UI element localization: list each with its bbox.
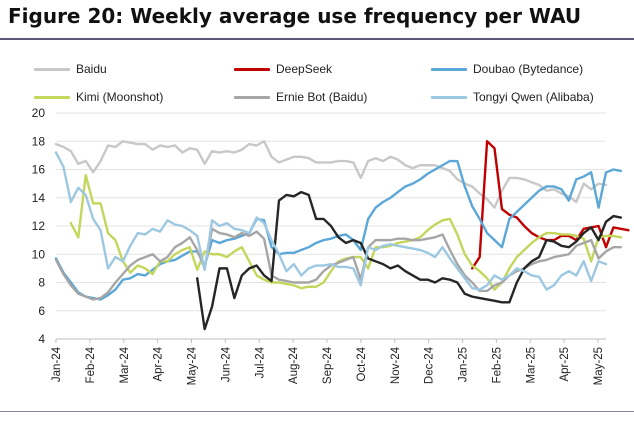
legend-label-baidu: Baidu <box>76 62 107 76</box>
series-line-baidu-0 <box>54 140 608 209</box>
legend-swatch-baidu <box>34 67 70 71</box>
x-tick-label: Aug-24 <box>288 346 300 384</box>
x-tick-label: Dec-24 <box>424 346 436 384</box>
x-tick-label: May-24 <box>187 346 199 385</box>
legend-label-deepseek: DeepSeek <box>276 62 333 76</box>
legend-label-tongyi: Tongyi Qwen (Alibaba) <box>473 90 594 104</box>
x-tick-label: Jul-24 <box>254 346 266 378</box>
x-tick-label: May-25 <box>593 347 605 385</box>
legend-label-doubao: Doubao (Bytedance) <box>473 62 584 76</box>
y-tick-label: 18 <box>32 134 46 148</box>
legend-swatch-ernie <box>234 95 270 99</box>
legend-swatch-deepseek <box>234 67 270 71</box>
x-tick-label: Feb-25 <box>491 347 503 383</box>
series-line-doubao-bytedance--2 <box>54 159 623 301</box>
x-tick-label: Mar-25 <box>525 347 537 383</box>
legend-swatch-doubao <box>431 67 467 71</box>
legend-item-kimi: Kimi (Moonshot) <box>34 88 163 106</box>
legend-item-deepseek: DeepSeek <box>234 60 332 78</box>
y-tick-label: 14 <box>32 191 46 205</box>
legend-swatch-kimi <box>34 95 70 99</box>
title-rule <box>0 38 634 40</box>
x-tick-label: Apr-24 <box>153 346 165 381</box>
x-tick-label: Jan-25 <box>458 347 470 382</box>
y-tick-label: 20 <box>32 106 46 120</box>
x-tick-label: Mar-24 <box>119 346 131 383</box>
y-tick-label: 8 <box>38 276 45 290</box>
y-tick-label: 4 <box>38 332 45 346</box>
x-tick-label: Sep-24 <box>322 346 334 384</box>
figure-title: Figure 20: Weekly average use frequency … <box>8 4 582 28</box>
legend-item-doubao: Doubao (Bytedance) <box>431 60 583 78</box>
legend-item-baidu: Baidu <box>34 60 107 78</box>
y-tick-label: 12 <box>32 219 46 233</box>
legend-label-ernie: Ernie Bot (Baidu) <box>276 90 368 104</box>
series-lines <box>54 140 630 331</box>
x-tick-label: Apr-25 <box>559 347 571 382</box>
y-tick-label: 10 <box>32 247 46 261</box>
series-line-ernie-bot-baidu--5 <box>196 190 623 331</box>
y-tick-label: 16 <box>32 163 46 177</box>
chart-legend: Baidu DeepSeek Doubao (Bytedance) Kimi (… <box>0 60 634 108</box>
series-line-tongyi-qwen-alibaba--6 <box>54 151 608 291</box>
legend-swatch-tongyi <box>431 95 467 99</box>
x-axis-ticks: Jan-24 Feb-24 Mar-24 Apr-24 May-24 Jun-24 Jul-… <box>51 339 605 385</box>
x-tick-label: Oct-24 <box>356 346 368 381</box>
x-tick-label: Feb-24 <box>85 346 97 383</box>
legend-item-ernie: Ernie Bot (Baidu) <box>234 88 367 106</box>
x-tick-label: Jun-24 <box>220 346 232 382</box>
grid-lines <box>56 112 606 340</box>
y-tick-label: 6 <box>38 304 45 318</box>
series-line-kimi-moonshot--3 <box>69 173 623 291</box>
legend-label-kimi: Kimi (Moonshot) <box>76 90 164 104</box>
footer-rule <box>0 411 634 412</box>
y-axis-ticks: 4 6 8 10 12 14 16 18 20 <box>32 106 46 346</box>
legend-item-tongyi: Tongyi Qwen (Alibaba) <box>431 88 594 106</box>
x-tick-label: Nov-24 <box>390 346 402 384</box>
x-tick-label: Jan-24 <box>51 346 63 382</box>
